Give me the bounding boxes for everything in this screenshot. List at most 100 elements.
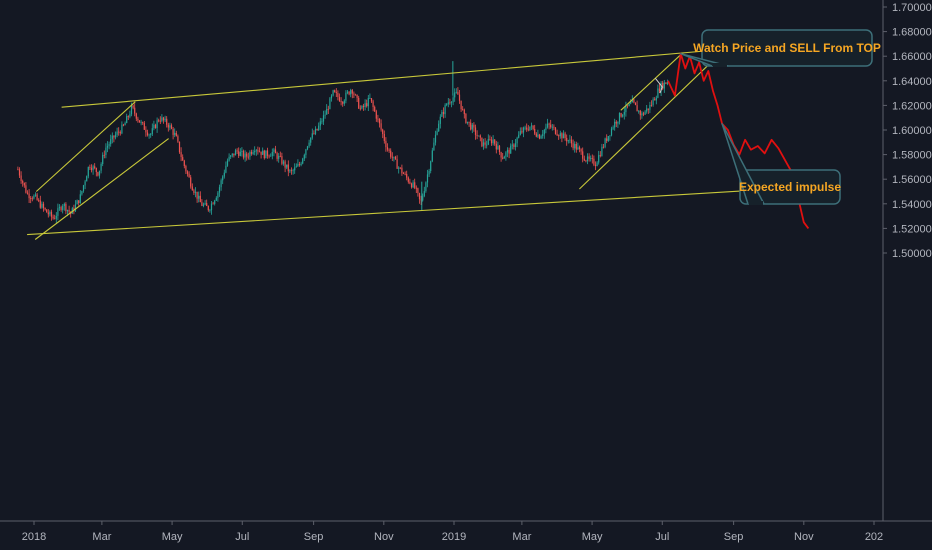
trendline-rise1-upper: [35, 101, 136, 192]
candle-body: [506, 149, 509, 153]
candle-body: [220, 180, 222, 188]
candle-body: [657, 88, 659, 98]
candle-body: [647, 108, 649, 110]
candle-body: [471, 124, 473, 130]
candle-body: [87, 166, 89, 177]
callout-sell-from-top-pointer-mask: [713, 63, 727, 67]
candle-body: [570, 139, 573, 144]
candle-body: [636, 105, 638, 112]
candle-body: [138, 120, 141, 123]
candle-body: [591, 158, 593, 159]
candle-body: [198, 195, 200, 199]
candle-body: [378, 118, 381, 124]
candle-body: [532, 125, 534, 129]
candle-body: [350, 90, 352, 95]
candle-body: [234, 150, 237, 156]
candle-body: [407, 177, 409, 182]
candle-body: [18, 169, 21, 176]
candle-body: [22, 181, 24, 183]
candle-body: [374, 106, 376, 112]
candle-body: [615, 121, 617, 124]
candle-body: [262, 150, 264, 155]
candle-body: [575, 144, 577, 150]
candle-body: [294, 167, 296, 171]
candle-body: [78, 200, 80, 203]
candle-body: [86, 176, 88, 182]
candle-body: [161, 117, 163, 121]
candle-body: [458, 94, 461, 101]
candle-body: [452, 97, 454, 103]
candle-body: [594, 164, 597, 166]
candle-body: [646, 108, 648, 112]
candle-body: [641, 113, 643, 116]
candle-body: [244, 153, 246, 158]
candle-body: [134, 107, 136, 114]
candle-body: [578, 147, 581, 149]
candle-body: [342, 102, 344, 104]
candle-body: [609, 135, 611, 137]
candle-body: [194, 191, 197, 193]
candle-body: [266, 150, 269, 156]
candle-body: [246, 153, 248, 157]
candle-body: [449, 102, 451, 104]
candle-body: [542, 134, 544, 137]
candle-body: [263, 150, 265, 159]
candle-body: [182, 157, 184, 161]
candle-body: [66, 210, 69, 212]
candle-body: [516, 137, 518, 144]
candle-body: [545, 127, 547, 130]
candle-body: [436, 131, 438, 135]
candle-body: [118, 131, 120, 133]
candle-body: [385, 140, 387, 148]
candle-body: [479, 135, 481, 138]
candle-body: [153, 124, 155, 129]
candle-body: [343, 100, 345, 104]
candle-body: [382, 129, 384, 134]
candle-body: [577, 147, 579, 150]
candle-body: [318, 125, 320, 130]
candle-body: [204, 203, 206, 205]
candle-body: [199, 195, 201, 203]
candle-body: [111, 135, 113, 140]
candle-body: [500, 152, 502, 158]
x-tick-label: 2018: [22, 531, 46, 543]
candle-body: [166, 118, 168, 125]
x-tick-label: May: [162, 531, 183, 543]
candle-body: [60, 207, 62, 210]
candle-body: [546, 123, 549, 128]
candle-body: [265, 150, 267, 159]
callout-sell-from-top-box: [701, 29, 873, 67]
candle-body: [561, 133, 563, 139]
candle-body: [76, 200, 78, 205]
candle-body: [230, 155, 232, 157]
candle-body: [514, 143, 517, 147]
candle-body: [257, 150, 259, 152]
candle-body: [617, 121, 619, 124]
candle-body: [34, 194, 37, 196]
candle-body: [321, 121, 323, 123]
candle-body: [284, 161, 286, 168]
candle-body: [566, 138, 568, 142]
candle-body: [65, 203, 67, 212]
x-tick-label: Jul: [655, 531, 669, 543]
candle-body: [167, 124, 169, 128]
candle-body: [434, 134, 437, 143]
candle-body: [26, 192, 29, 194]
candle-body: [428, 171, 430, 175]
callout-expected-impulse-text: Expected impulse: [739, 180, 841, 194]
y-tick-label: 1.56000: [892, 174, 932, 186]
candle-body: [327, 108, 329, 110]
candle-body: [574, 144, 576, 149]
candle-body: [495, 143, 497, 150]
candle-body: [375, 111, 377, 119]
candle-body: [330, 95, 333, 99]
candle-body: [511, 144, 513, 146]
candle-body: [482, 142, 485, 147]
projection-line: [667, 52, 810, 229]
candle-body: [84, 181, 86, 186]
candle-body: [524, 127, 526, 129]
candle-body: [289, 170, 291, 172]
candle-body: [367, 98, 369, 107]
candle-body: [362, 105, 365, 107]
